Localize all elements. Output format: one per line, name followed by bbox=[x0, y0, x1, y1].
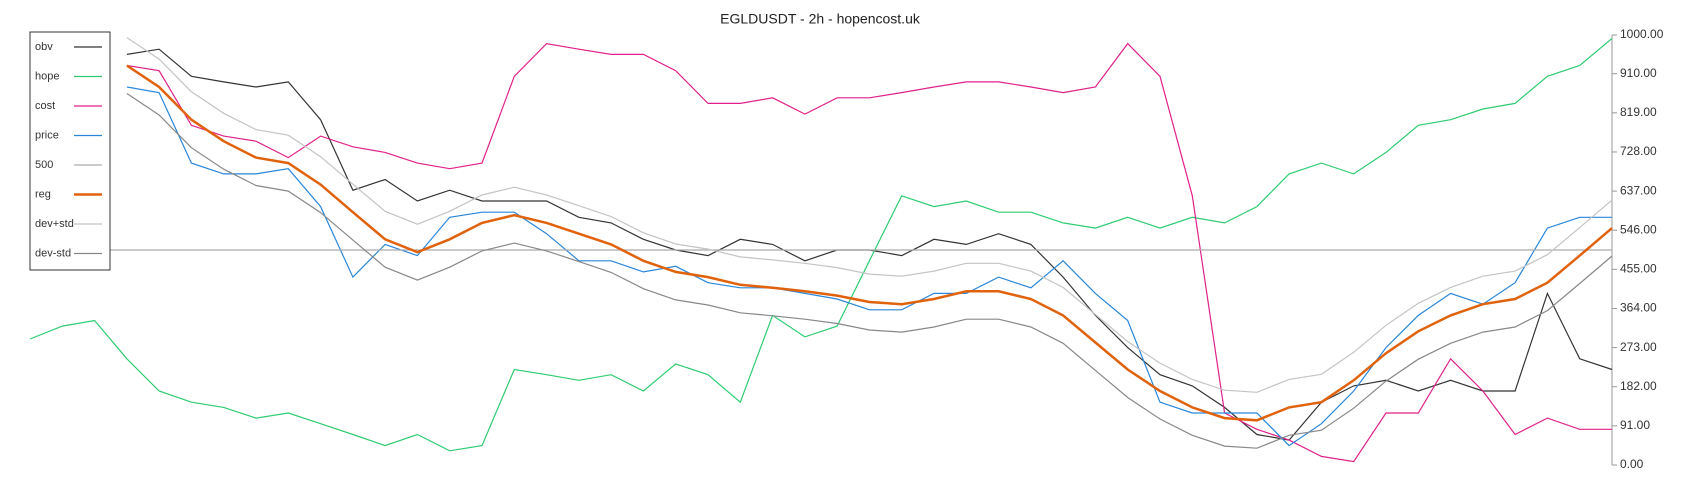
series-line bbox=[29, 37, 1613, 452]
legend-box bbox=[29, 31, 111, 271]
y-tick-label: 637.00 bbox=[1620, 183, 1657, 197]
y-tick-label: 273.00 bbox=[1620, 340, 1657, 354]
legend-label: price bbox=[35, 129, 59, 141]
y-tick-label: 0.00 bbox=[1620, 457, 1644, 471]
y-tick-label: 728.00 bbox=[1620, 144, 1657, 158]
series-line bbox=[126, 86, 1612, 447]
series-line bbox=[126, 64, 1613, 422]
chart-title: EGLDUSDT - 2h - hopencost.uk bbox=[720, 11, 921, 27]
y-tick-label: 819.00 bbox=[1620, 105, 1657, 119]
series-line bbox=[126, 48, 1613, 441]
legend-label: reg bbox=[35, 188, 51, 200]
series-line bbox=[126, 42, 1612, 463]
y-tick-label: 364.00 bbox=[1620, 301, 1657, 315]
y-tick-label: 910.00 bbox=[1620, 66, 1657, 80]
legend-label: 500 bbox=[35, 159, 53, 171]
y-tick-label: 546.00 bbox=[1620, 222, 1657, 236]
legend-label: obv bbox=[35, 41, 53, 53]
y-tick-label: 455.00 bbox=[1620, 262, 1657, 276]
y-tick-label: 182.00 bbox=[1620, 379, 1657, 393]
series-line bbox=[126, 93, 1613, 449]
legend-label: hope bbox=[35, 70, 59, 82]
legend-label: dev-std bbox=[35, 247, 71, 259]
series-line bbox=[126, 37, 1613, 393]
y-tick-label: 91.00 bbox=[1620, 418, 1650, 432]
y-tick-label: 1000.00 bbox=[1620, 27, 1664, 41]
legend-label: cost bbox=[35, 100, 55, 112]
legend-label: dev+std bbox=[35, 218, 74, 230]
